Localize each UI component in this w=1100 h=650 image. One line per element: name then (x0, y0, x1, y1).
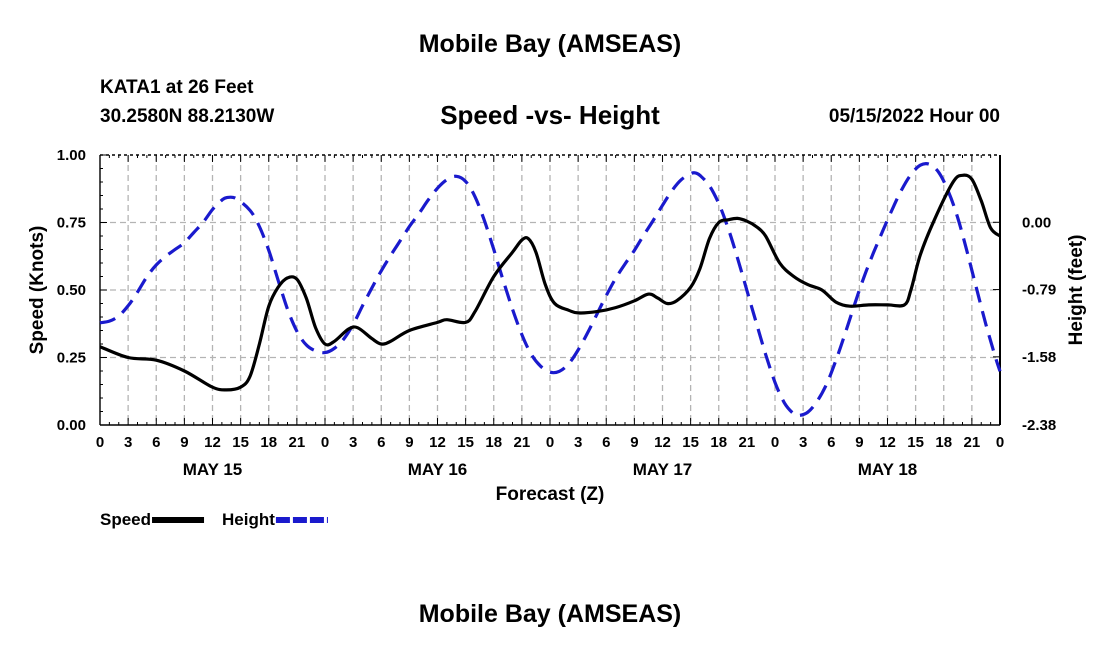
x-tick-label: 9 (180, 434, 188, 451)
x-tick-label: 18 (710, 434, 727, 451)
y2-tick-label: -1.58 (1022, 349, 1056, 366)
x-tick-label: 0 (546, 434, 554, 451)
x-tick-label: 6 (377, 434, 385, 451)
x-tick-label: 21 (514, 434, 531, 451)
x-tick-label: 15 (457, 434, 474, 451)
label-layer: 0 3 6 9 12 15 18 21 0 3 6 9 12 15 18 21 0 3 6 9 12 15 18 21 0 3 6 9… (27, 147, 1087, 505)
main-title: Mobile Bay (AMSEAS) (418, 30, 682, 58)
x-tick-label: 6 (152, 434, 160, 451)
x-tick-label: 0 (771, 434, 779, 451)
forecast-run-time: 05/15/2022 Hour 00 (828, 106, 1000, 127)
x-tick-label: 3 (124, 434, 132, 451)
x-tick-label: 21 (289, 434, 306, 451)
x-tick-label: 3 (349, 434, 357, 451)
height-series-line (99, 162, 1002, 418)
x-tick-label: 21 (739, 434, 756, 451)
y-tick-label: 0.25 (57, 350, 86, 367)
y-axis-title: Speed (Knots) (27, 226, 48, 355)
x-tick-label: 15 (232, 434, 249, 451)
legend: Speed Height (100, 510, 328, 529)
x-tick-label: 18 (260, 434, 277, 451)
legend-label-speed: Speed (100, 510, 151, 529)
y-tick-label: 0.75 (57, 215, 86, 232)
day-label: MAY 18 (858, 460, 918, 479)
series-layer (99, 162, 1002, 418)
x-tick-label: 0 (96, 434, 104, 451)
day-label: MAY 17 (633, 460, 693, 479)
x-tick-label: 15 (682, 434, 699, 451)
y2-tick-label: -2.38 (1022, 417, 1056, 434)
x-tick-label: 21 (964, 434, 981, 451)
station-name: KATA1 at 26 Feet (100, 77, 254, 98)
x-tick-label: 9 (855, 434, 863, 451)
y-tick-label: 1.00 (57, 147, 86, 164)
x-tick-label: 18 (485, 434, 502, 451)
x-tick-label: 12 (204, 434, 221, 451)
x-tick-label: 9 (405, 434, 413, 451)
x-tick-label: 6 (602, 434, 610, 451)
y-tick-label: 0.50 (57, 282, 86, 299)
x-tick-label: 3 (799, 434, 807, 451)
grid-layer (100, 155, 1000, 425)
speed-series-line (99, 173, 1002, 392)
y2-tick-label: 0.00 (1022, 214, 1051, 231)
x-tick-label: 0 (996, 434, 1004, 451)
x-tick-label: 15 (907, 434, 924, 451)
x-tick-label: 12 (654, 434, 671, 451)
y2-tick-label: -0.79 (1022, 282, 1056, 299)
chart-title: Speed -vs- Height (440, 100, 660, 130)
y-tick-label: 0.00 (57, 417, 86, 434)
station-coordinates: 30.2580N 88.2130W (100, 106, 275, 127)
axes-layer (99, 154, 1001, 426)
x-tick-label: 6 (827, 434, 835, 451)
x-tick-label: 12 (429, 434, 446, 451)
x-tick-label: 18 (935, 434, 952, 451)
x-tick-label: 0 (321, 434, 329, 451)
x-axis-title: Forecast (Z) (496, 484, 605, 505)
repeated-title: Mobile Bay (AMSEAS) (418, 600, 682, 628)
y2-axis-title: Height (feet) (1066, 235, 1087, 346)
x-tick-label: 12 (879, 434, 896, 451)
x-tick-label: 3 (574, 434, 582, 451)
day-label: MAY 15 (183, 460, 243, 479)
x-tick-label: 9 (630, 434, 638, 451)
legend-label-height: Height (222, 510, 275, 529)
day-label: MAY 16 (408, 460, 468, 479)
